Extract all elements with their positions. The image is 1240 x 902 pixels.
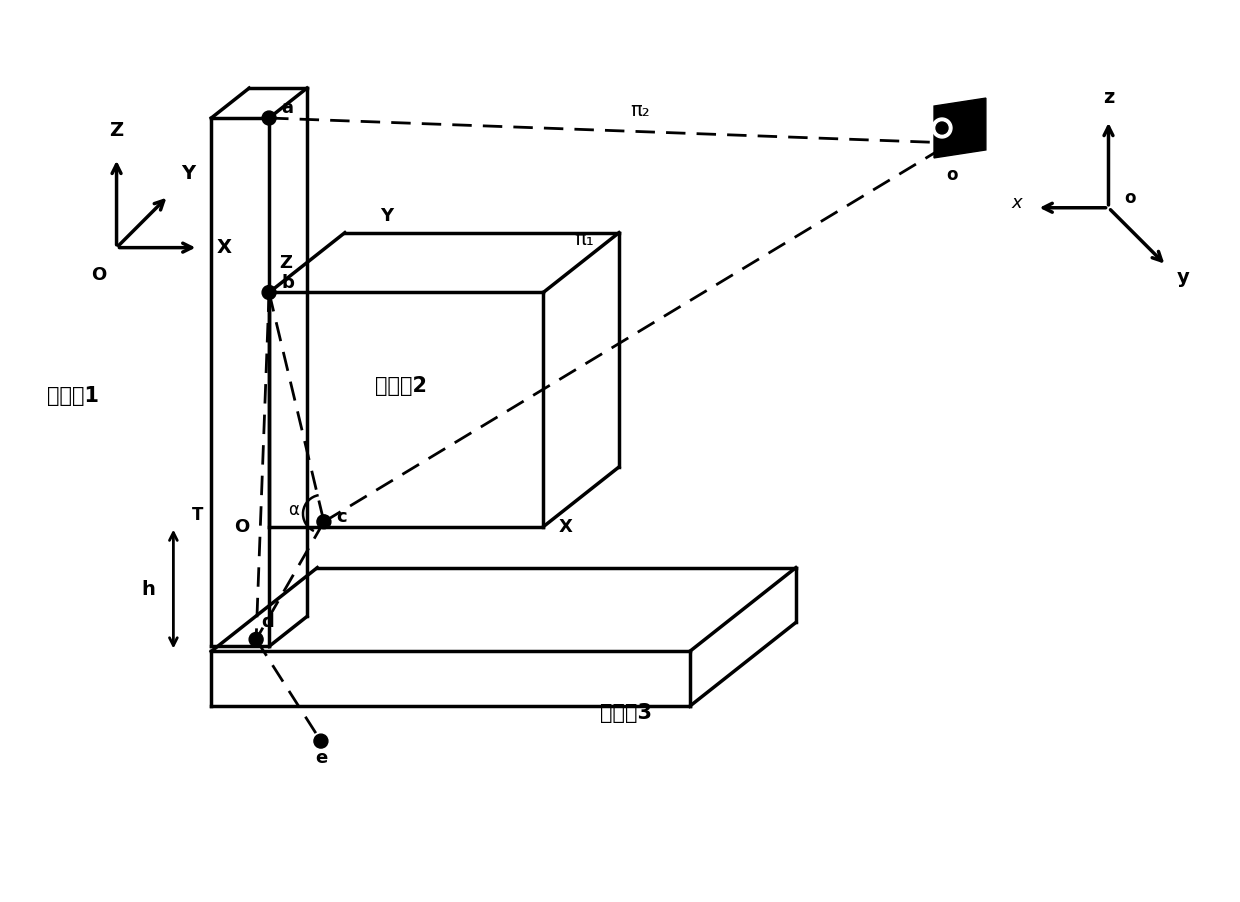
Circle shape (932, 118, 952, 138)
Text: X: X (216, 238, 231, 257)
Text: 标定物1: 标定物1 (47, 386, 99, 406)
Polygon shape (934, 98, 986, 158)
Text: Y: Y (181, 164, 196, 183)
Text: e: e (315, 749, 327, 767)
Text: c: c (336, 508, 346, 526)
Text: b: b (281, 273, 294, 291)
Text: 标定物2: 标定物2 (374, 376, 427, 396)
Circle shape (936, 122, 949, 134)
Text: α: α (289, 501, 299, 519)
Text: X: X (558, 518, 572, 536)
Circle shape (317, 515, 331, 529)
Text: d: d (262, 613, 274, 631)
Circle shape (262, 111, 277, 125)
Text: π₁: π₁ (574, 230, 594, 249)
Text: x: x (1012, 194, 1022, 212)
Text: o: o (946, 166, 957, 184)
Text: Z: Z (279, 253, 291, 272)
Text: h: h (141, 580, 155, 599)
Circle shape (262, 286, 277, 299)
Text: o: o (1125, 189, 1136, 207)
Text: Z: Z (109, 121, 124, 140)
Circle shape (249, 632, 263, 647)
Text: π₂: π₂ (630, 100, 650, 120)
Text: a: a (281, 99, 293, 117)
Text: Y: Y (379, 207, 393, 225)
Text: z: z (1102, 88, 1114, 107)
Circle shape (314, 734, 327, 748)
Text: 标定物3: 标定物3 (600, 704, 652, 723)
Text: T: T (192, 506, 203, 524)
Text: y: y (1177, 268, 1189, 287)
Text: O: O (234, 518, 249, 536)
Text: O: O (91, 265, 107, 283)
